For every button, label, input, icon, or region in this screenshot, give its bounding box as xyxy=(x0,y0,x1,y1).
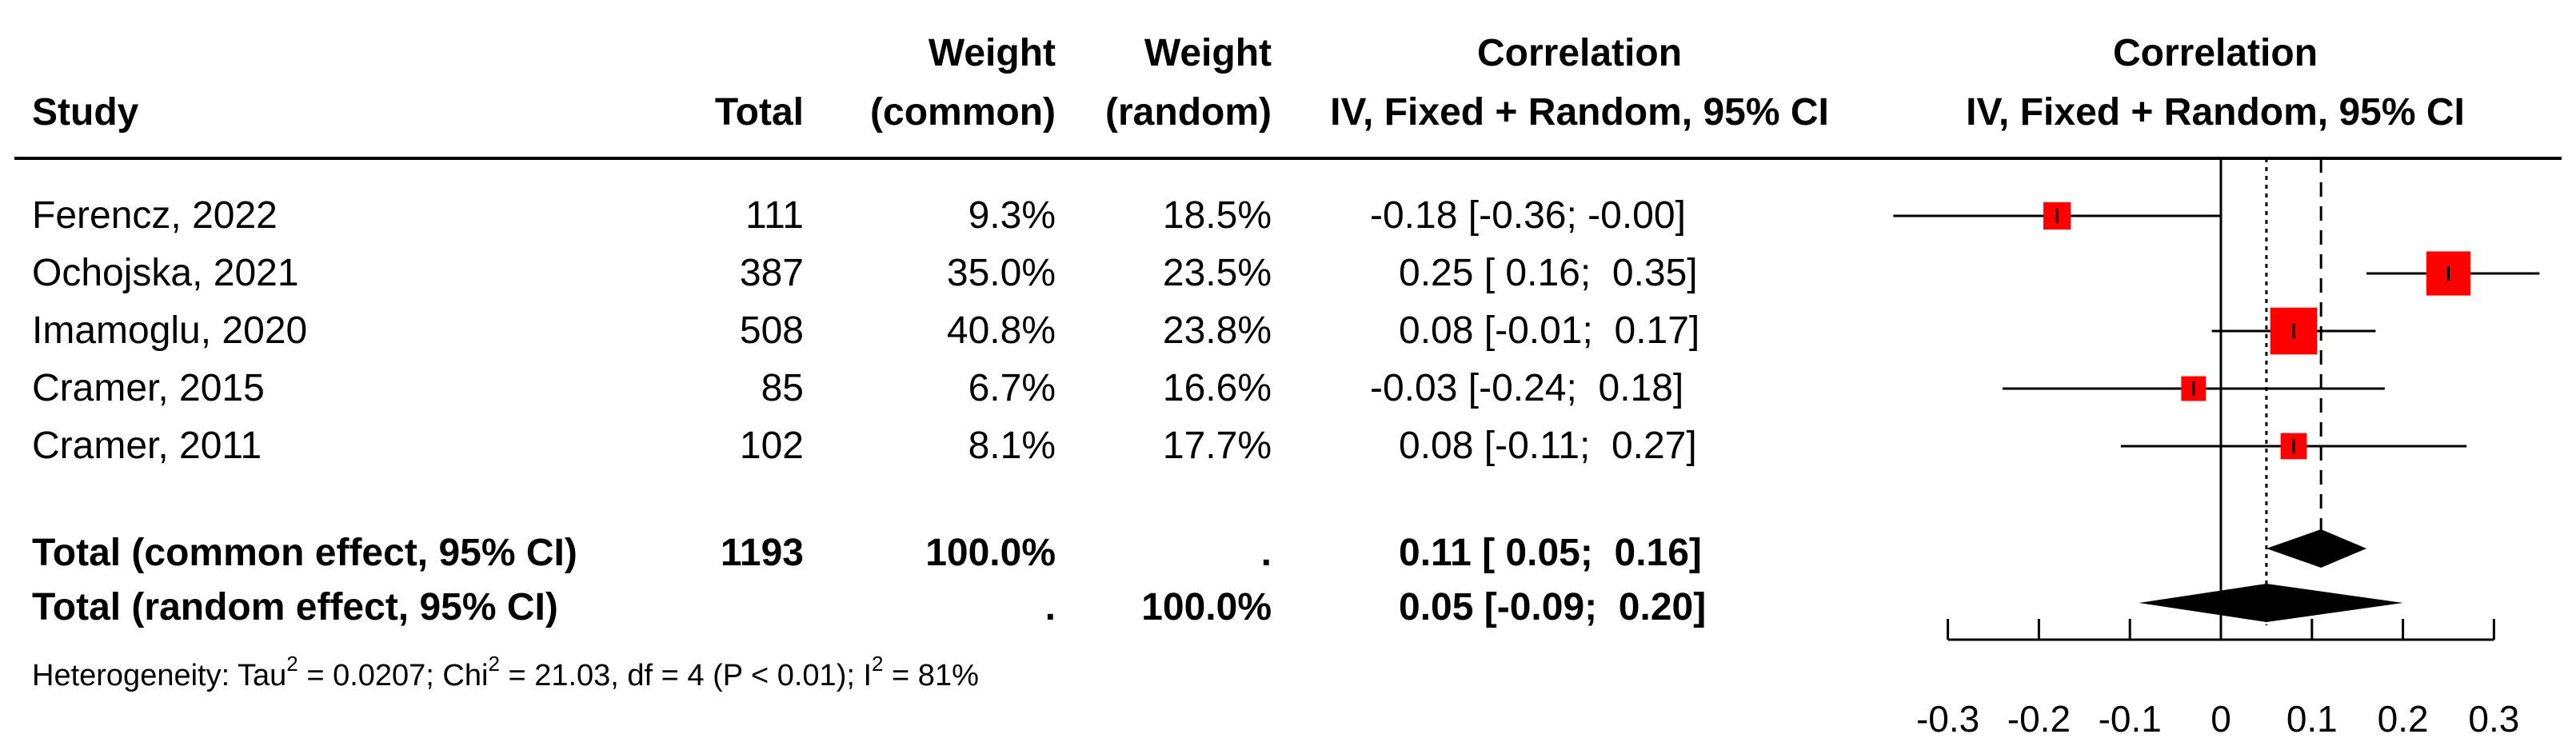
header-study: Study xyxy=(32,91,139,134)
x-tick-label: 0.1 xyxy=(2286,698,2338,740)
study-weight-common: 40.8% xyxy=(946,309,1056,352)
study-total: 85 xyxy=(761,367,804,409)
x-tick-label: -0.2 xyxy=(2007,698,2071,740)
summary-weight-random: 100.0% xyxy=(1141,586,1272,628)
header-weight-common-line1: Weight xyxy=(928,32,1056,74)
header-plot-line1: Correlation xyxy=(2112,32,2318,74)
study-weight-random: 16.6% xyxy=(1162,367,1272,409)
summary-weight-random: . xyxy=(1260,532,1272,574)
study-total: 387 xyxy=(739,252,804,294)
study-weight-common: 6.7% xyxy=(968,367,1056,409)
x-tick-label: 0.2 xyxy=(2378,698,2429,740)
x-tick-label: -0.3 xyxy=(1916,698,1979,740)
study-ci: 0.08 [-0.01; 0.17] xyxy=(1399,309,1700,352)
study-name: Imamoglu, 2020 xyxy=(32,309,308,352)
study-name: Ochojska, 2021 xyxy=(32,252,299,294)
summary-ci: 0.05 [-0.09; 0.20] xyxy=(1399,586,1707,628)
heterogeneity-chi: = 21.03, df = 4 (P < 0.01); I xyxy=(499,659,873,692)
study-name: Cramer, 2011 xyxy=(32,425,262,467)
study-weight-random: 18.5% xyxy=(1162,194,1272,237)
i-squared-sup: 2 xyxy=(872,652,884,676)
study-ci: 0.25 [ 0.16; 0.35] xyxy=(1399,252,1698,294)
header-weight-random-line1: Weight xyxy=(1144,32,1272,74)
study-name: Cramer, 2015 xyxy=(32,367,265,409)
heterogeneity-i2: = 81% xyxy=(883,659,979,692)
header-ci-line1: Correlation xyxy=(1476,32,1683,74)
heterogeneity-text: Heterogeneity: Tau2 = 0.0207; Chi2 = 21.… xyxy=(32,653,979,692)
heterogeneity-prefix: Heterogeneity: Tau xyxy=(32,659,287,692)
study-name: Ferencz, 2022 xyxy=(32,194,278,237)
study-weight-common: 9.3% xyxy=(968,194,1056,237)
study-total: 111 xyxy=(745,194,804,237)
study-weight-random: 23.8% xyxy=(1162,309,1272,352)
study-total: 102 xyxy=(739,425,804,467)
chi-squared-sup: 2 xyxy=(488,652,500,676)
study-ci: -0.18 [-0.36; -0.00] xyxy=(1370,194,1686,237)
study-weight-random: 17.7% xyxy=(1162,425,1272,467)
summary-label: Total (common effect, 95% CI) xyxy=(32,532,577,574)
header-weight-common-line2: (common) xyxy=(870,91,1056,134)
header-plot-line2: IV, Fixed + Random, 95% CI xyxy=(1966,91,2465,134)
x-tick-label: 0.3 xyxy=(2468,698,2519,740)
header-total: Total xyxy=(714,91,804,134)
plot-layer: -0.3 -0.2 -0.1 0 0.1 0.2 0.3 xyxy=(1893,158,2540,740)
summary-weight-common: 100.0% xyxy=(925,532,1056,574)
summary-weight-common: . xyxy=(1044,586,1056,628)
study-total: 508 xyxy=(739,309,804,352)
study-ci: 0.08 [-0.11; 0.27] xyxy=(1399,425,1697,467)
summary-ci: 0.11 [ 0.05; 0.16] xyxy=(1399,532,1702,574)
study-weight-common: 35.0% xyxy=(946,252,1056,294)
study-ci: -0.03 [-0.24; 0.18] xyxy=(1370,367,1684,409)
heterogeneity-tau: = 0.0207; Chi xyxy=(298,659,489,692)
study-weight-common: 8.1% xyxy=(968,425,1056,467)
header-ci-line2: IV, Fixed + Random, 95% CI xyxy=(1330,91,1829,134)
x-tick-label: -0.1 xyxy=(2099,698,2162,740)
header-weight-random-line2: (random) xyxy=(1105,91,1272,134)
x-tick-label: 0 xyxy=(2211,698,2231,740)
summary-label: Total (random effect, 95% CI) xyxy=(32,586,558,628)
tau-squared-sup: 2 xyxy=(286,652,298,676)
summary-total: 1193 xyxy=(720,532,804,574)
common-effect-diamond xyxy=(2266,529,2367,568)
random-effect-diamond xyxy=(2139,584,2403,622)
study-weight-random: 23.5% xyxy=(1162,252,1272,294)
